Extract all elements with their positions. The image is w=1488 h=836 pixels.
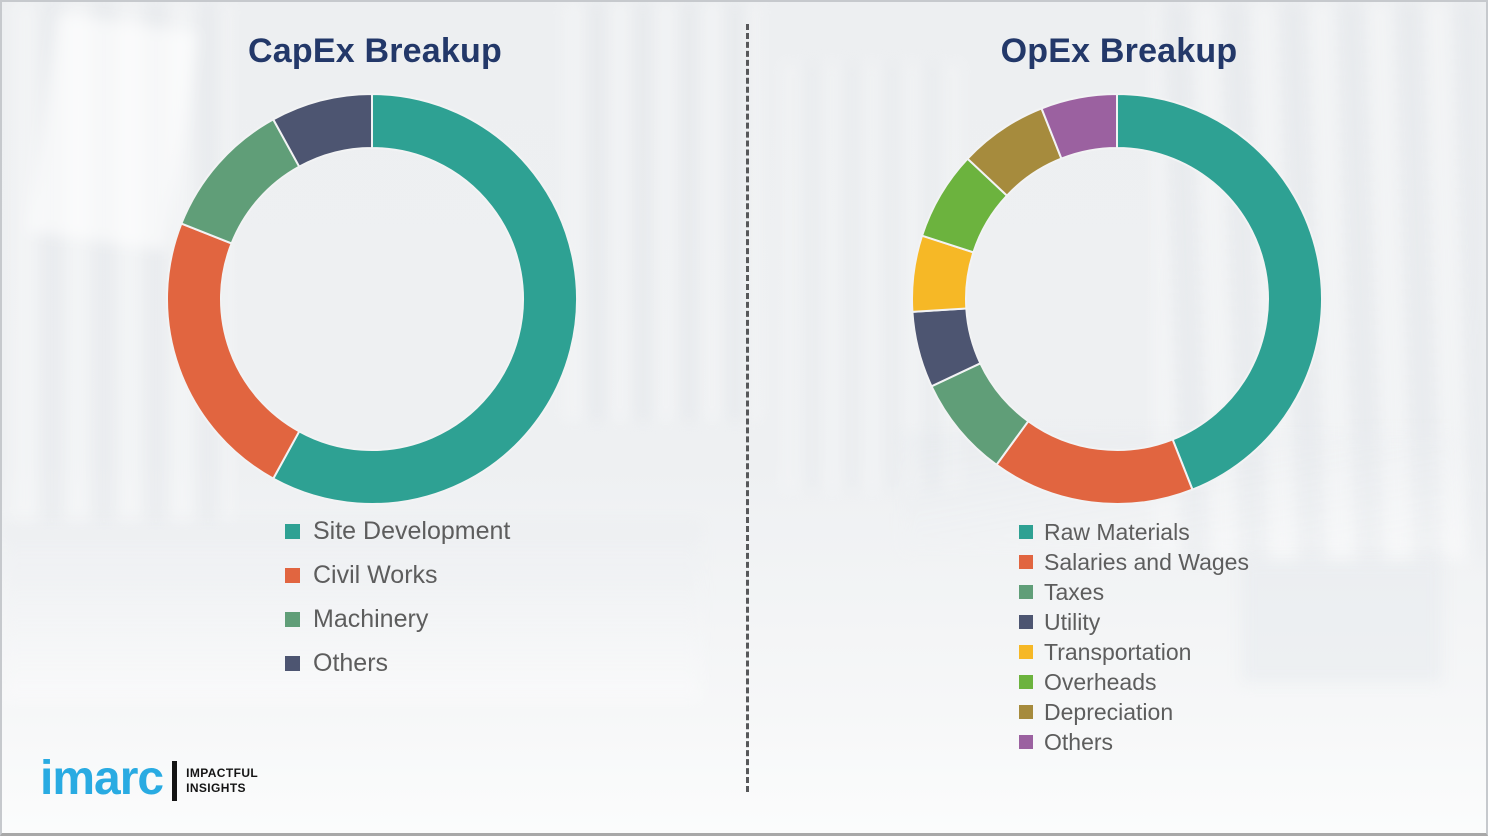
- donut-segment-others: [1040, 92, 1118, 160]
- legend-swatch-icon: [1019, 555, 1033, 569]
- donut-segment-salaries-and-wages: [995, 419, 1194, 505]
- capex-panel: CapEx Breakup Site Development Civil Work…: [2, 2, 748, 833]
- legend-item-others: Others: [285, 641, 510, 685]
- legend-item-utility: Utility: [1019, 607, 1249, 637]
- legend-label: Depreciation: [1044, 698, 1174, 725]
- legend-label: Taxes: [1044, 578, 1105, 605]
- legend-item-taxes: Taxes: [1019, 577, 1249, 607]
- legend-label: Civil Works: [313, 560, 438, 589]
- capex-chart-title: CapEx Breakup: [248, 32, 502, 70]
- legend-item-others: Others: [1019, 727, 1249, 757]
- legend-item-civil-works: Civil Works: [285, 553, 510, 597]
- legend-label: Machinery: [313, 604, 429, 633]
- legend-swatch-icon: [1019, 705, 1033, 719]
- imarc-logo: imarc IMPACTFUL INSIGHTS: [40, 755, 258, 803]
- legend-swatch-icon: [285, 655, 300, 671]
- legend-label: Transportation: [1044, 638, 1192, 665]
- legend-item-salaries-and-wages: Salaries and Wages: [1019, 547, 1249, 577]
- legend-swatch-icon: [1019, 675, 1033, 689]
- logo-tagline: IMPACTFUL INSIGHTS: [186, 766, 258, 796]
- logo-tagline-line1: IMPACTFUL: [186, 766, 259, 780]
- legend-swatch-icon: [285, 523, 300, 539]
- legend-label: Utility: [1044, 608, 1101, 635]
- legend-item-overheads: Overheads: [1019, 667, 1249, 697]
- legend-swatch-icon: [1019, 645, 1033, 659]
- legend-item-machinery: Machinery: [285, 597, 510, 641]
- donut-segment-machinery: [180, 117, 301, 245]
- legend-label: Raw Materials: [1044, 518, 1190, 545]
- logo-divider-bar: [172, 761, 178, 801]
- donut-segment-raw-materials: [1116, 92, 1323, 491]
- legend-swatch-icon: [1019, 585, 1033, 599]
- opex-donut-chart: [911, 92, 1323, 505]
- legend-label: Overheads: [1044, 668, 1157, 695]
- legend-label: Site Development: [313, 516, 511, 545]
- legend-label: Salaries and Wages: [1044, 548, 1249, 575]
- legend-swatch-icon: [1019, 735, 1033, 749]
- legend-item-site-development: Site Development: [285, 509, 510, 553]
- legend-item-raw-materials: Raw Materials: [1019, 517, 1249, 547]
- legend-swatch-icon: [285, 567, 300, 583]
- donut-segment-others: [271, 92, 373, 169]
- opex-chart-title: OpEx Breakup: [1000, 32, 1238, 70]
- legend-label: Others: [313, 648, 389, 677]
- capex-donut-chart: [166, 92, 578, 505]
- opex-legend: Raw Materials Salaries and Wages Taxes Util…: [1019, 517, 1249, 757]
- legend-swatch-icon: [285, 611, 300, 627]
- legend-swatch-icon: [1019, 615, 1033, 629]
- legend-item-transportation: Transportation: [1019, 637, 1249, 667]
- donut-segment-site-development: [271, 92, 578, 505]
- opex-panel: OpEx Breakup Raw Materials Salaries and W…: [748, 2, 1486, 833]
- logo-tagline-line2: INSIGHTS: [186, 781, 246, 795]
- capex-legend: Site Development Civil Works Machinery Othe…: [285, 509, 510, 685]
- legend-item-depreciation: Depreciation: [1019, 697, 1249, 727]
- panel-divider-dashed-line: [746, 24, 749, 792]
- donut-segment-civil-works: [166, 222, 301, 481]
- legend-label: Others: [1044, 728, 1114, 755]
- imarc-logo-wordmark: imarc: [40, 752, 164, 805]
- legend-swatch-icon: [1019, 525, 1033, 539]
